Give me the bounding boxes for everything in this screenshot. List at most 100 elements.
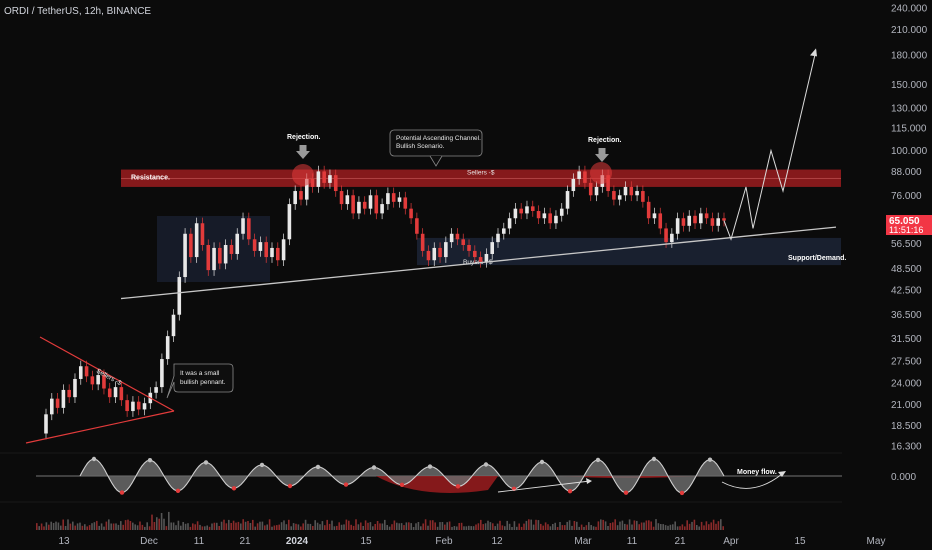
oscillator-dot	[595, 457, 601, 463]
candle-body	[165, 336, 170, 360]
volume-bar	[391, 524, 393, 530]
volume-bar	[324, 525, 326, 530]
volume-bar	[489, 522, 492, 530]
volume-bar	[72, 521, 74, 530]
volume-bar	[331, 520, 333, 530]
volume-bar	[88, 525, 91, 530]
volume-bar	[602, 519, 604, 530]
volume-bar	[556, 527, 559, 530]
volume-bar	[595, 526, 597, 530]
volume-bar	[112, 523, 115, 530]
volume-bar	[43, 526, 45, 530]
volume-bar	[468, 525, 470, 530]
volume-bar	[688, 523, 691, 530]
volume-bar	[52, 523, 55, 530]
candle-body	[67, 389, 71, 398]
volume-bar	[604, 521, 607, 530]
volume-bar	[307, 523, 309, 530]
candle-body	[386, 193, 390, 205]
volume-bar	[592, 526, 595, 530]
volume-bar	[566, 521, 568, 530]
volume-bar	[696, 525, 698, 530]
volume-bar	[283, 520, 285, 530]
volume-bar	[252, 519, 254, 530]
candle-body	[571, 178, 576, 192]
volume-bar	[278, 524, 280, 530]
candle-body	[612, 191, 616, 200]
candle-body	[44, 414, 48, 434]
y-tick-label: 16.300	[891, 442, 922, 453]
volume-bar	[220, 521, 223, 530]
candle-body	[606, 175, 610, 192]
oscillator-dot	[315, 464, 321, 470]
volume-bar	[460, 522, 463, 530]
volume-bar	[681, 524, 684, 530]
volume-bar	[564, 525, 566, 530]
volume-bar	[151, 514, 153, 530]
y-tick-label: 130.000	[891, 103, 928, 114]
volume-bar	[705, 521, 708, 530]
oscillator-dot	[343, 482, 349, 487]
volume-bar	[134, 524, 136, 530]
volume-bar	[645, 520, 648, 530]
volume-bar	[477, 523, 480, 530]
support-trendline	[120, 226, 837, 300]
volume-bar	[362, 526, 364, 530]
volume-bar	[297, 524, 300, 530]
candle-body	[658, 213, 663, 229]
y-tick-label: 115.000	[891, 123, 927, 134]
candle-body	[171, 314, 176, 337]
x-tick-label: 2024	[286, 536, 309, 547]
candle-body	[84, 366, 89, 377]
volume-bars	[36, 511, 724, 530]
volume-bar	[148, 526, 151, 530]
volume-bar	[319, 524, 321, 530]
volume-bar	[261, 521, 264, 530]
volume-bar	[350, 524, 352, 530]
candle-body	[652, 213, 657, 219]
volume-bar	[304, 519, 307, 530]
y-tick-label: 21.000	[891, 400, 922, 411]
candle-body	[55, 398, 60, 408]
candle-body	[693, 215, 697, 224]
candle-body	[403, 197, 408, 209]
volume-bar	[91, 523, 93, 530]
oscillator-dot	[259, 462, 265, 468]
volume-bar	[216, 522, 218, 530]
candle-body	[252, 239, 257, 251]
candle-body	[310, 178, 315, 187]
y-tick-label: 36.500	[891, 310, 922, 321]
volume-bar	[314, 520, 316, 530]
volume-bar	[482, 524, 484, 530]
y-tick-label: 31.500	[891, 334, 922, 345]
candle-body	[223, 245, 228, 264]
candle-body	[241, 218, 245, 234]
x-tick-label: 13	[58, 536, 70, 547]
volume-bar	[715, 523, 717, 530]
x-tick-label: 11	[194, 536, 205, 547]
volume-bar	[487, 520, 489, 530]
volume-bar	[607, 526, 609, 530]
volume-bar	[38, 526, 40, 530]
volume-bar	[544, 522, 547, 530]
volume-bar	[374, 524, 376, 530]
volume-bar	[662, 524, 664, 530]
volume-bar	[669, 524, 672, 530]
candle-body	[542, 213, 547, 219]
volume-bar	[100, 523, 103, 530]
oscillator-zero-label: 0.000	[891, 472, 916, 483]
volume-bar	[388, 526, 391, 530]
y-tick-label: 240.000	[891, 4, 928, 15]
candle-body	[136, 401, 141, 410]
oscillator-dot	[371, 465, 377, 470]
volume-bar	[326, 519, 328, 530]
candle-body	[229, 245, 234, 254]
rejection-label-1: Rejection.	[287, 134, 321, 141]
volume-bar	[163, 518, 165, 530]
volume-bar	[228, 519, 230, 530]
volume-bar	[561, 525, 564, 530]
y-tick-label: 27.500	[891, 356, 922, 367]
oscillator-dot	[399, 482, 405, 487]
volume-bar	[674, 521, 676, 530]
